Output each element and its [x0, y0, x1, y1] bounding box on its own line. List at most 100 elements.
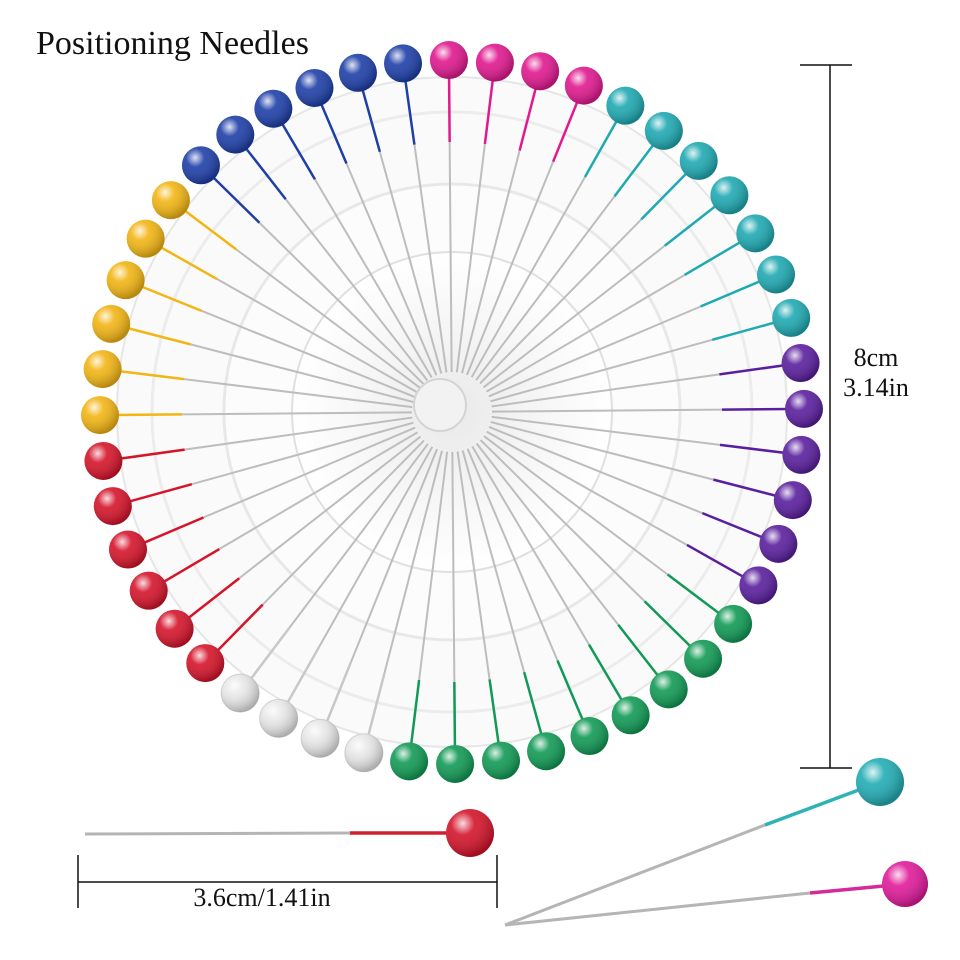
pin-needle	[183, 378, 413, 409]
pin-needle	[84, 831, 351, 836]
pin-shine	[429, 41, 468, 80]
pin-needle	[383, 450, 443, 674]
pin-shine	[856, 758, 904, 806]
pin-needle	[314, 178, 433, 379]
pin-shine	[384, 44, 423, 83]
pin-needle	[485, 274, 686, 393]
pin-shine	[84, 441, 123, 480]
pin-needle	[203, 426, 416, 519]
pin-shine	[759, 524, 798, 563]
pin-needle	[456, 451, 491, 680]
pin-shine	[679, 141, 718, 180]
pin-needle	[488, 305, 701, 398]
pin-shine	[882, 861, 928, 907]
pin-needle	[490, 338, 713, 403]
pin-shine	[446, 809, 494, 857]
pin-shine	[757, 255, 796, 294]
pin-shine	[151, 181, 190, 220]
pin-needle	[349, 448, 438, 663]
height-imperial: 3.14in	[843, 373, 909, 402]
pin-shine	[784, 389, 823, 428]
pin-needle	[455, 143, 486, 373]
pin-shine	[81, 396, 120, 435]
pin-needle	[482, 244, 666, 389]
width-label: 3.6cm/1.41in	[193, 883, 330, 912]
pin-shine	[564, 66, 603, 105]
pins	[81, 41, 823, 783]
pin-shine	[710, 176, 749, 215]
pin-needle	[262, 439, 425, 606]
pin-needle	[218, 431, 419, 550]
pin-shine	[684, 639, 723, 678]
pin-shine	[527, 732, 566, 771]
pin-shine	[92, 304, 131, 343]
pin-needle	[258, 222, 425, 385]
pin-shine	[736, 214, 775, 253]
pin-needle	[491, 373, 720, 408]
pin-needle	[488, 426, 703, 515]
pin-shine	[475, 43, 514, 82]
pin-shine	[254, 89, 293, 128]
pin-needle	[190, 343, 414, 403]
pin-shine	[259, 699, 298, 738]
pin-needle	[418, 451, 449, 681]
pin-needle	[182, 411, 413, 416]
pin-needle	[491, 408, 722, 413]
pin-shine	[181, 146, 220, 185]
pin-needle	[479, 218, 642, 385]
pin-shine	[782, 435, 821, 474]
height-dimension	[800, 64, 852, 769]
pin-needle	[470, 176, 586, 378]
height-metric: 8cm	[854, 343, 899, 372]
pin-needle	[475, 195, 616, 381]
pin-shine	[739, 566, 778, 605]
pin-needle	[284, 198, 429, 382]
pin-needle	[466, 161, 555, 376]
pin-needle	[413, 144, 448, 373]
pin-needle	[461, 150, 521, 374]
pin-shine	[611, 696, 650, 735]
pin-needle	[191, 421, 414, 486]
pin-shine	[126, 219, 165, 258]
pin-needle	[490, 421, 714, 481]
pin-shine	[295, 68, 334, 107]
pin-needle	[288, 443, 429, 629]
pin-needle	[451, 451, 456, 682]
pin-needle	[471, 445, 590, 646]
pin-shine	[221, 674, 260, 713]
pin-needle	[235, 248, 421, 389]
pin-needle	[461, 450, 526, 673]
pin-needle	[216, 278, 418, 394]
title: Positioning Needles	[36, 25, 309, 62]
pin-shine	[390, 742, 429, 781]
pin-needle	[486, 430, 688, 546]
pin-shine	[83, 350, 122, 389]
ring	[150, 110, 754, 714]
pin-shine	[481, 741, 520, 780]
pin-needle	[475, 442, 620, 626]
pin-needle	[504, 891, 811, 927]
pin-needle	[479, 439, 646, 602]
pin-needle	[378, 151, 443, 374]
pin-needle	[318, 446, 434, 648]
width-dimension	[77, 855, 498, 908]
pin-shine	[216, 115, 255, 154]
pin-shine	[344, 733, 383, 772]
pin-shine	[644, 111, 683, 150]
pin-needle	[238, 435, 422, 580]
pin-shine	[649, 670, 688, 709]
pin-shine	[129, 571, 168, 610]
pin-shine	[338, 53, 377, 92]
pin-shine	[570, 717, 609, 756]
pin-shine	[772, 298, 811, 337]
pin-shine	[93, 487, 132, 526]
pin-needle	[345, 163, 438, 376]
pin-needle	[466, 448, 559, 661]
pin-shine	[155, 609, 194, 648]
pin-needle	[201, 309, 416, 398]
pin-shine	[521, 52, 560, 91]
loose-pins	[84, 758, 928, 927]
pin-needle	[448, 142, 453, 373]
